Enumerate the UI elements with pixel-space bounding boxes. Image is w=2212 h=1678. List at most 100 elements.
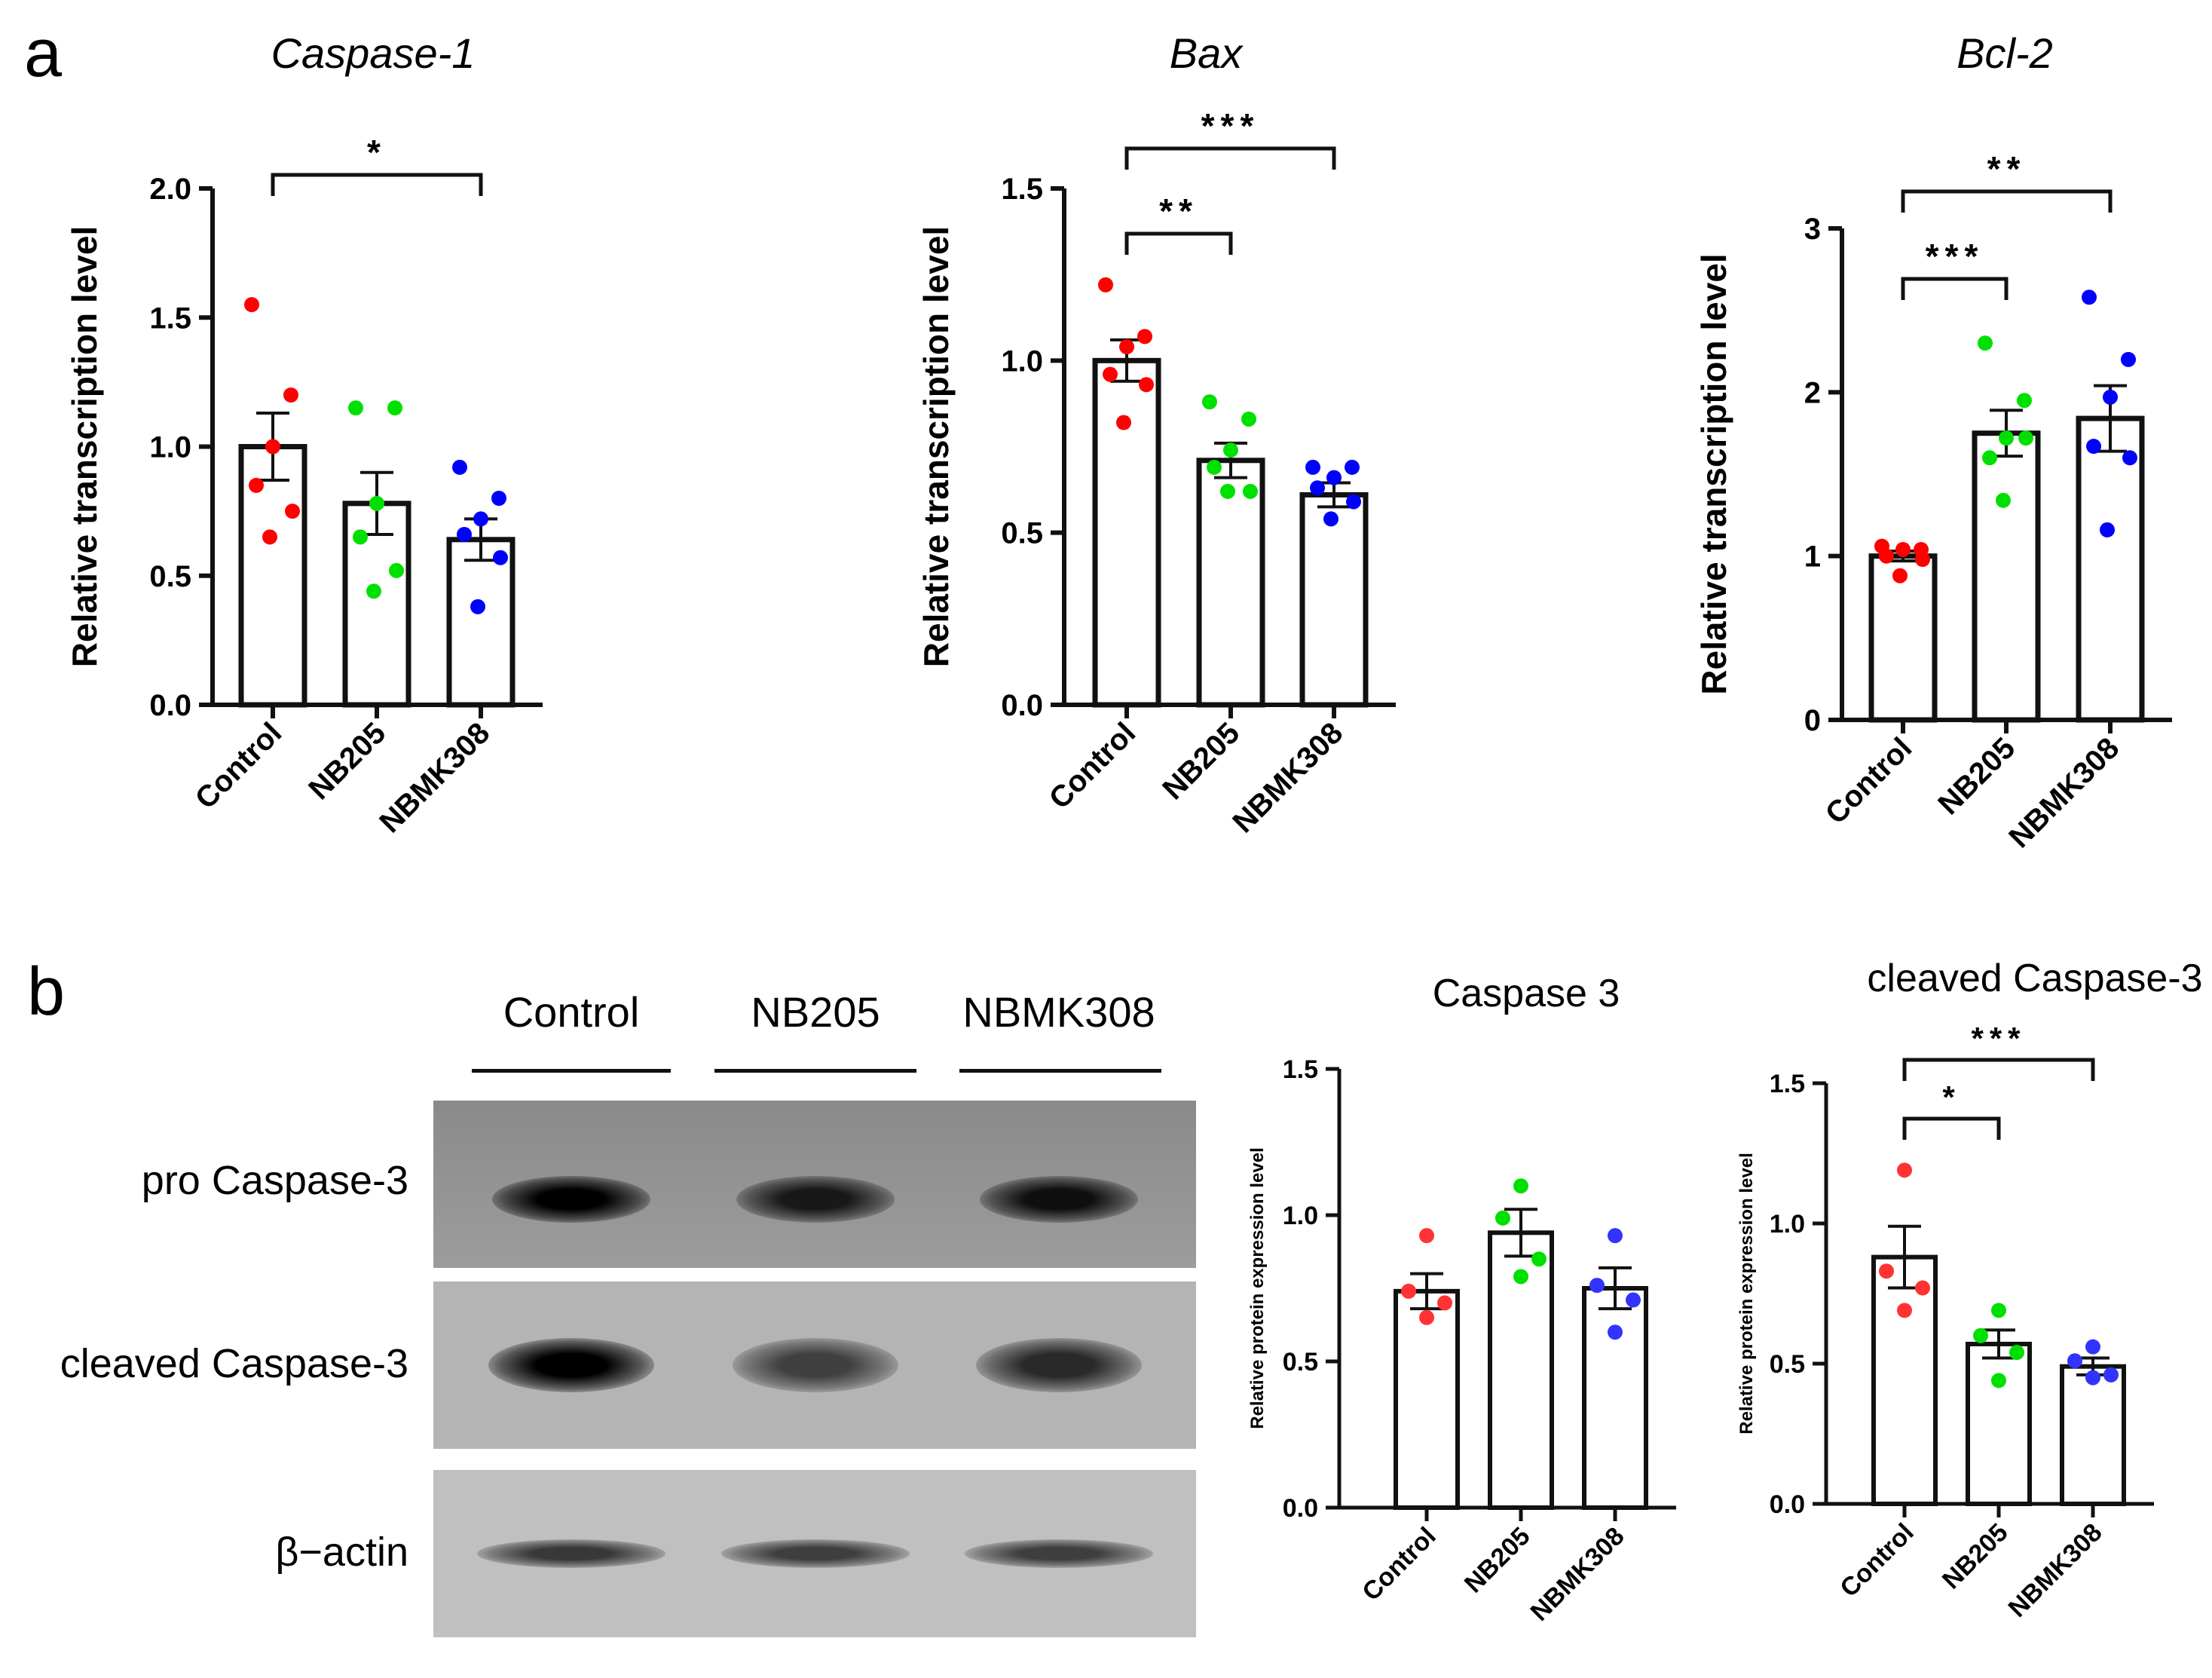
bar xyxy=(1582,1286,1648,1510)
data-point xyxy=(2103,1367,2119,1383)
data-point xyxy=(2018,430,2033,446)
bar xyxy=(1871,1254,1938,1506)
data-point xyxy=(1202,394,1217,410)
x-tick-label: NBMK308 xyxy=(373,716,496,839)
data-point xyxy=(473,511,488,527)
data-point xyxy=(1241,411,1256,427)
data-point xyxy=(1991,1373,2006,1389)
y-tick-label: 1.5 xyxy=(149,302,191,335)
chart-title: Bcl-2 xyxy=(1957,29,2053,77)
data-point xyxy=(1119,339,1134,355)
y-tick-label: 3 xyxy=(1804,213,1821,246)
data-point xyxy=(2085,1339,2100,1355)
y-tick-label: 0.5 xyxy=(1283,1348,1318,1376)
data-point xyxy=(1991,1303,2006,1318)
data-point xyxy=(1305,459,1320,475)
data-point xyxy=(1879,1263,1894,1279)
data-point xyxy=(1897,1162,1912,1178)
bar xyxy=(1972,430,2041,723)
data-point xyxy=(2082,289,2097,305)
significance-bracket xyxy=(1902,1058,2095,1081)
data-point xyxy=(1116,415,1131,430)
y-tick-label: 1.5 xyxy=(1283,1055,1318,1084)
data-point xyxy=(1437,1295,1452,1311)
blot-band xyxy=(736,1176,895,1223)
blot-band xyxy=(733,1338,898,1392)
significance-label: *** xyxy=(1971,1021,2026,1056)
x-tick-label: NBMK308 xyxy=(1525,1522,1630,1627)
blot-band xyxy=(980,1176,1138,1223)
data-point xyxy=(1982,450,1997,466)
data-point xyxy=(262,529,277,545)
blot-lane-label: Control xyxy=(503,988,640,1036)
y-tick-label: 1.0 xyxy=(149,431,191,464)
lane-underline xyxy=(472,1069,671,1073)
lane-underline xyxy=(959,1069,1161,1073)
x-tick-label: Control xyxy=(189,716,289,816)
y-axis-label: Relative protein expression level xyxy=(1736,1153,1757,1435)
significance-bracket xyxy=(1901,277,2009,300)
y-tick-label: 1.5 xyxy=(1001,173,1043,206)
bar xyxy=(2060,1364,2126,1506)
blot-row-label: cleaved Caspase-3 xyxy=(60,1341,408,1386)
blot-band xyxy=(488,1338,654,1392)
blot-row-label: β−actin xyxy=(275,1529,408,1575)
data-point xyxy=(1207,459,1222,475)
significance-bracket xyxy=(271,173,483,196)
y-tick-label: 0.5 xyxy=(1001,517,1043,550)
data-point xyxy=(1345,459,1360,475)
significance-label: * xyxy=(1942,1079,1960,1115)
panel-label-b: b xyxy=(27,954,66,1030)
blot-band xyxy=(965,1539,1153,1568)
blot-strip xyxy=(433,1101,1196,1268)
data-point xyxy=(1879,548,1894,564)
x-tick-label: Control xyxy=(1357,1522,1441,1606)
blot-band xyxy=(492,1176,650,1223)
y-tick-label: 0.0 xyxy=(1283,1494,1318,1523)
significance-bracket xyxy=(1124,146,1336,170)
data-point xyxy=(387,400,402,416)
data-point xyxy=(1973,1327,1988,1343)
data-point xyxy=(1098,277,1113,292)
y-tick-label: 0.5 xyxy=(149,560,191,593)
data-point xyxy=(389,562,404,578)
data-point xyxy=(1323,511,1339,527)
blot-row-label: pro Caspase-3 xyxy=(141,1158,408,1203)
data-point xyxy=(1220,483,1235,499)
data-point xyxy=(265,439,280,455)
y-tick-label: 2 xyxy=(1804,376,1821,409)
lane-underline xyxy=(714,1069,916,1073)
y-tick-label: 1.0 xyxy=(1770,1210,1805,1239)
y-tick-label: 0.5 xyxy=(1770,1350,1805,1379)
data-point xyxy=(2086,439,2101,455)
data-point xyxy=(1915,1280,1930,1296)
significance-label: ** xyxy=(1987,149,2027,188)
data-point xyxy=(1895,541,1911,557)
x-tick-label: NBMK308 xyxy=(2003,1518,2108,1623)
data-point xyxy=(470,599,485,614)
blot-lane-label: NB205 xyxy=(751,988,880,1036)
x-tick-label: Control xyxy=(1834,1518,1919,1603)
data-point xyxy=(2009,1345,2024,1361)
data-point xyxy=(1897,1303,1912,1318)
x-tick-label: NB205 xyxy=(302,716,392,806)
y-tick-label: 0 xyxy=(1804,704,1821,737)
data-point xyxy=(1223,442,1238,458)
chart-title: Caspase 3 xyxy=(1433,972,1620,1015)
data-point xyxy=(2122,450,2137,466)
data-point xyxy=(1892,568,1908,583)
bar xyxy=(446,537,516,708)
data-point xyxy=(1513,1178,1528,1194)
data-point xyxy=(1626,1292,1641,1308)
x-tick-label: NBMK308 xyxy=(1226,716,1349,839)
significance-bracket xyxy=(1902,1116,2001,1140)
bar xyxy=(1092,357,1161,708)
data-point xyxy=(1495,1210,1510,1226)
data-point xyxy=(1139,377,1154,393)
data-point xyxy=(2067,1353,2082,1369)
y-tick-label: 1.0 xyxy=(1001,344,1043,378)
data-point xyxy=(1103,366,1118,382)
data-point xyxy=(1513,1269,1528,1285)
blot-lane-label: NBMK308 xyxy=(962,988,1155,1036)
data-point xyxy=(1137,329,1152,344)
